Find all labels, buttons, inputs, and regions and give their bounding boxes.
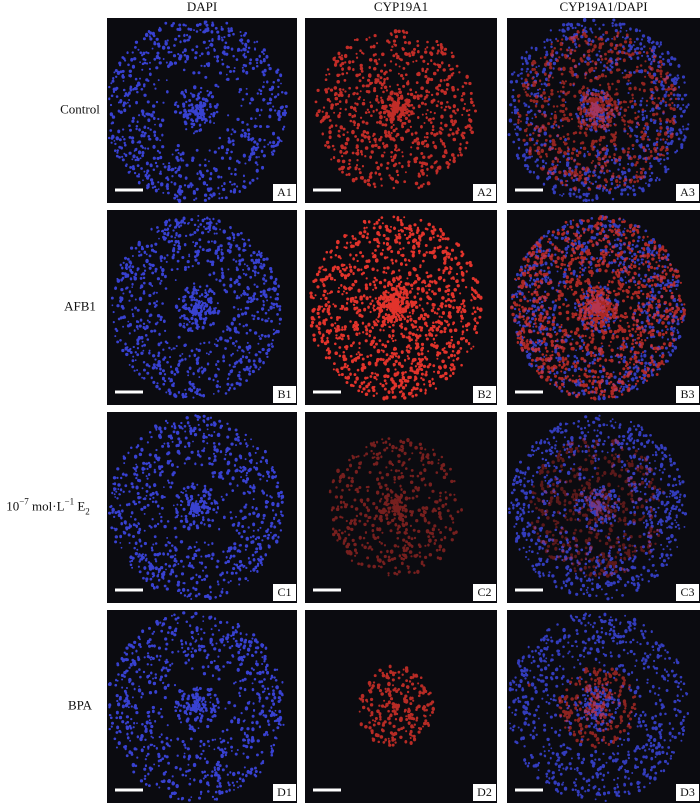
red-signal: [358, 664, 435, 747]
panel-label-box: [473, 584, 496, 601]
column-header: DAPI: [187, 0, 217, 14]
panel-label: D2: [477, 785, 492, 799]
blue-nuclei: [107, 20, 288, 204]
panel-label-box: [676, 386, 699, 403]
panel-label: C2: [477, 585, 491, 599]
red-signal: [309, 215, 483, 401]
panel-label: C1: [277, 585, 291, 599]
panel-label-box: [676, 584, 699, 601]
row-label-part: −7: [19, 497, 29, 507]
panel-label-box: [473, 784, 496, 801]
image-panel: B1: [107, 210, 297, 405]
panel-label: D1: [277, 785, 292, 799]
panel-label: A2: [477, 185, 492, 199]
panel-label-box: [273, 386, 296, 403]
panel-label: B1: [277, 387, 291, 401]
image-panel: A1: [107, 18, 297, 204]
panel-label-box: [273, 184, 296, 201]
row-label-part: −1: [65, 497, 75, 507]
panel-label: A1: [277, 185, 292, 199]
image-panel: A2: [305, 18, 497, 203]
row-label: BPA: [68, 697, 93, 712]
blue-nuclei: [107, 611, 285, 802]
blue-nuclei: [110, 214, 283, 399]
red-signal: [516, 29, 678, 192]
column-header: CYP19A1/DAPI: [559, 0, 647, 14]
row-label-part: mol·L: [29, 498, 65, 513]
blue-nuclei: [507, 414, 688, 601]
panel-label-box: [676, 184, 699, 201]
panel-label: B3: [680, 387, 694, 401]
panel-label-box: [473, 386, 496, 403]
row-label: AFB1: [64, 298, 96, 313]
image-panel: D3: [507, 610, 700, 803]
image-panel: C3: [507, 412, 700, 603]
row-label: 10−7 mol·L−1 E2: [6, 497, 90, 517]
panel-background: [305, 610, 497, 803]
image-panel: D1: [107, 610, 297, 803]
row-label: Control: [60, 101, 100, 116]
panel-label: A3: [680, 185, 695, 199]
image-panel: B2: [305, 210, 497, 405]
image-panel: C2: [305, 412, 497, 603]
row-label-part: 2: [85, 507, 90, 517]
red-signal: [328, 437, 463, 577]
panel-label-box: [273, 784, 296, 801]
image-panel: C1: [107, 412, 297, 603]
red-signal: [529, 437, 665, 578]
panel-label: B2: [477, 387, 491, 401]
red-signal: [510, 215, 687, 401]
image-panel: A3: [507, 17, 700, 203]
row-label-part: 10: [6, 498, 19, 513]
image-panel: B3: [507, 210, 700, 405]
blue-nuclei: [108, 414, 285, 601]
panel-label: C3: [680, 585, 694, 599]
image-panel: D2: [305, 610, 497, 803]
red-signal: [314, 29, 477, 190]
panel-label: D3: [680, 785, 695, 799]
panel-label-box: [676, 784, 699, 801]
panel-label-box: [473, 184, 496, 201]
row-label-part: E: [74, 498, 85, 513]
column-header: CYP19A1: [374, 0, 428, 14]
panel-label-box: [273, 584, 296, 601]
